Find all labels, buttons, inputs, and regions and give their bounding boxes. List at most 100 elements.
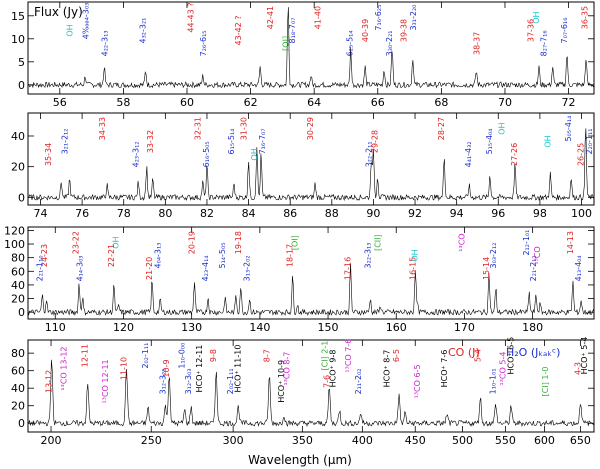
line-annotation: 2₀₂-1₁₁ [141, 343, 150, 369]
x-tick-label: 350 [292, 434, 313, 447]
line-annotation: HCO⁺ 5-4 [580, 337, 589, 375]
line-annotation: 14-13 [566, 231, 575, 254]
line-annotation: ¹³CO [533, 246, 542, 264]
x-tick-label: 66 [371, 96, 385, 109]
line-annotation: 15-14 [482, 257, 491, 280]
x-tick-label: 56 [53, 96, 67, 109]
line-annotation: HCO⁺ 7-6 [440, 350, 449, 388]
y-tick-label: 60 [11, 265, 25, 278]
line-annotation: OH [250, 148, 259, 160]
y-tick-label: 20 [11, 161, 25, 174]
line-annotation: 2₁₂-1₀₁ [522, 230, 531, 256]
line-annotation: 4₁₄-3₀₃ [76, 255, 85, 281]
x-tick-label: 500 [452, 434, 473, 447]
panel-frame [27, 339, 595, 433]
y-tick-label: 80 [11, 347, 25, 360]
line-annotation: HCO⁺ 9-8 [329, 350, 338, 388]
line-annotation: 2₂₀-1₁₁ [585, 129, 594, 155]
y-tick-label: 40 [11, 382, 25, 395]
y-tick-label: 40 [11, 130, 25, 143]
line-annotation: OH [543, 135, 552, 147]
line-annotation: 1₁₀-1₀₁ [489, 368, 498, 394]
legend-entry: CO (J) [448, 346, 480, 359]
panel-frame [27, 226, 595, 320]
line-annotation: 8-7 [262, 349, 271, 362]
x-tick-label: 58 [116, 96, 130, 109]
line-annotation: 37-36 [527, 19, 536, 42]
panel-1: 56 58 60 62 64 66 68 70 72 0 5 10 15 Flux (Jy) OH 4‱₄-3… [11, 0, 595, 109]
line-annotation: 9-8 [209, 349, 218, 362]
line-annotation: HCO⁺ 11-10 [234, 345, 243, 393]
panel-frame [27, 112, 595, 206]
line-annotation: 2₀₂-1₁₁ [226, 368, 235, 394]
line-annotation: 13-12 [45, 370, 54, 393]
line-annotation: 6₁₅-5₁₄ [227, 129, 236, 155]
line-annotation: 8₁₈-7₀₇ [288, 18, 297, 44]
line-annotation: 28-27 [437, 117, 446, 140]
y-tick-label: 20 [11, 400, 25, 413]
line-annotation: ¹³CO 5-4 [498, 352, 507, 386]
line-annotation: 43-42 ? [234, 15, 243, 45]
line-annotation: 4₁₃-4₀₄ [574, 255, 583, 281]
x-tick-label: 72 [562, 96, 576, 109]
line-annotation: 6₂₅-5₁₄ [345, 30, 354, 56]
line-annotation: OH [112, 236, 121, 248]
x-axis-title: Wavelength (μm) [248, 453, 352, 467]
x-tick-label: 78 [117, 207, 131, 220]
y-tick-label: 15 [11, 10, 25, 23]
y-axis-title: Flux (Jy) [34, 5, 83, 19]
x-tick-label: 86 [283, 207, 297, 220]
line-annotation: 2₁₁-2₀₂ [354, 368, 363, 394]
x-tick-label: 76 [75, 207, 89, 220]
line-annotation: OH [532, 11, 541, 23]
x-tick-label: 64 [307, 96, 321, 109]
spectrum-trace [28, 359, 594, 428]
y-tick-label: 80 [11, 252, 25, 265]
line-annotation: 7₁₆-7₀₇ [258, 129, 267, 155]
line-annotation: 6₁₆-5₀₅ [202, 141, 211, 167]
line-annotation: 3₀₃-2₁₂ [489, 243, 498, 269]
line-annotation: 30-29 [306, 117, 315, 140]
x-tick-label: 250 [141, 434, 162, 447]
x-tick-label: 98 [533, 207, 547, 220]
y-tick-label: 20 [11, 293, 25, 306]
y-tick-label: 40 [11, 279, 25, 292]
spectrum-trace [28, 263, 594, 316]
line-annotation: 27-26 [510, 143, 519, 166]
x-tick-label: 84 [242, 207, 256, 220]
y-tick-label: 0 [18, 306, 25, 319]
y-tick-label: 10 [11, 33, 25, 46]
line-annotation: 3₁₃-2₀₂ [243, 255, 252, 281]
line-annotation: 1₁₀-0₀₀ [178, 343, 187, 369]
x-tick-label: 140 [249, 321, 270, 334]
x-tick-label: 600 [534, 434, 555, 447]
line-annotation: 3₂₂-3₁₃ [363, 243, 372, 269]
line-annotation: 11-10 [120, 357, 129, 380]
line-annotation: 5-4 [473, 349, 482, 362]
line-annotation: 16-15 [408, 257, 417, 280]
line-annotation: 29-28 [371, 130, 380, 153]
line-annotation: 2₂₁-1₁₀ [35, 255, 44, 281]
line-annotation: ¹³CO 7-6 [344, 339, 353, 373]
x-tick-label: 160 [386, 321, 407, 334]
line-annotation: 5₁₄-5₀₅ [218, 243, 227, 269]
x-tick-label: 650 [570, 434, 591, 447]
line-annotation: 32-31 [194, 117, 203, 140]
line-annotation: 19-18 [234, 231, 243, 254]
panel-4: 200 250 300 350 400 450 500 550 600 650 0 20 40 60 80 1… [11, 337, 595, 447]
y-tick-label: 120 [4, 224, 25, 237]
line-annotation: 26-25 [577, 143, 586, 166]
line-annotation: 34-33 [98, 117, 107, 140]
panel-3: 110 120 130 140 150 160 170 1800204060801001202… [4, 224, 595, 334]
line-annotation: HCO⁺ 12-11 [195, 345, 204, 393]
line-annotation: 3₃₁-2₂₀ [409, 5, 418, 31]
line-annotation: 31-30 [240, 117, 249, 140]
x-tick-label: 96 [491, 207, 505, 220]
line-annotation: 3₂₂-2₁₁ [364, 141, 373, 167]
line-annotation: [CI] 2-1 [320, 341, 329, 371]
y-tick-label: 100 [4, 238, 25, 251]
line-annotation: 20-19 [187, 231, 196, 254]
x-tick-label: 100 [571, 207, 592, 220]
y-tick-label: 0 [18, 417, 25, 430]
line-annotation: ¹³CO 6-5 [413, 364, 422, 398]
